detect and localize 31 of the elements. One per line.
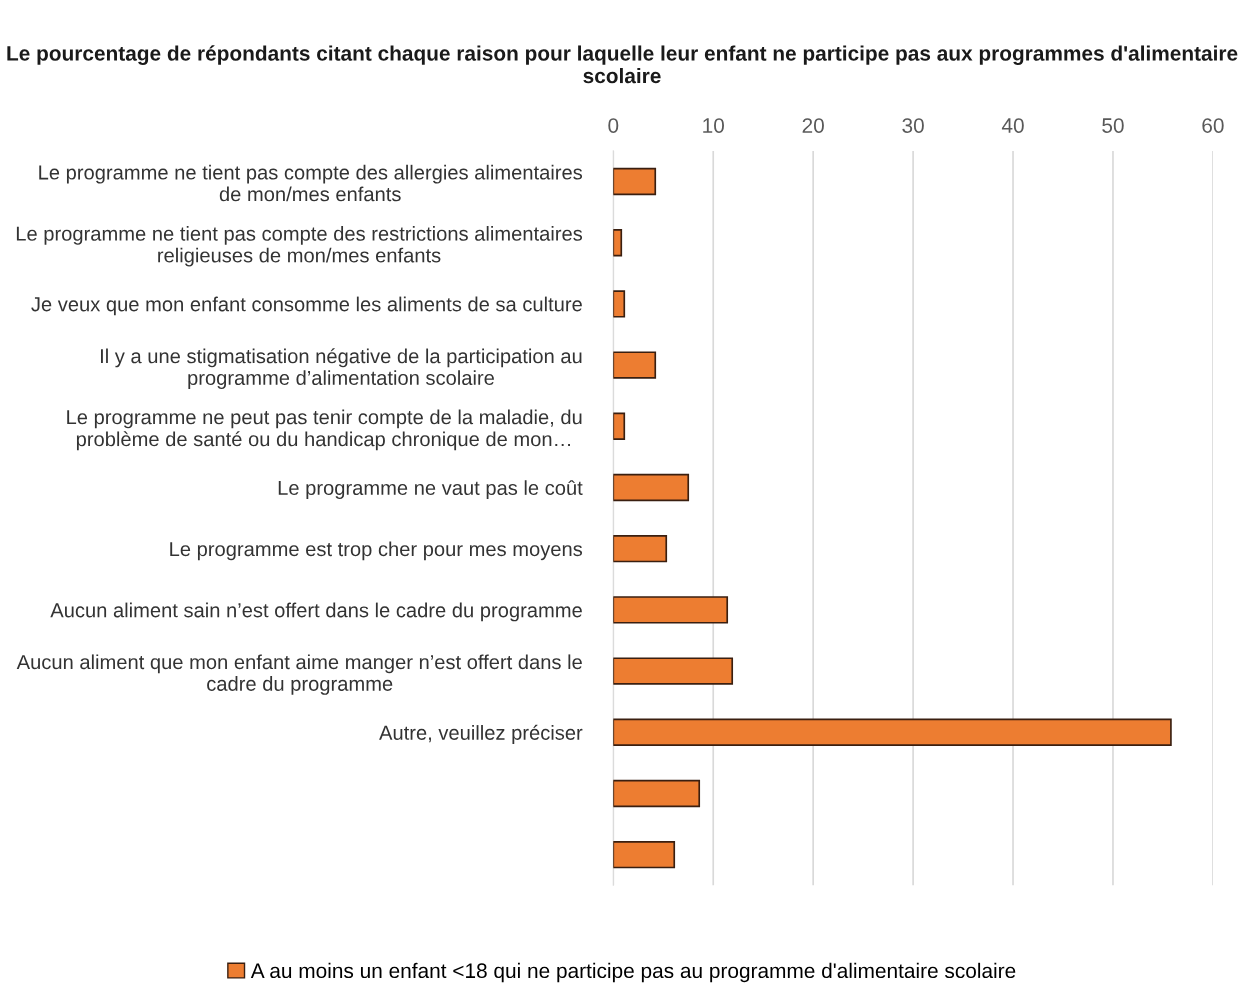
y-tick-label: Aucun aliment sain n’est offert dans le cadre du programme [50, 602, 582, 622]
bar [613, 840, 676, 869]
y-tick-label: Le programme ne tient pas compte des restrictions alimentaires religieuses de mon/mes enfants [16, 226, 583, 267]
x-tick-label: 50 [1102, 118, 1124, 133]
bar [613, 351, 657, 379]
y-tick-label: Le programme ne tient pas compte des allergies alimentaires de mon/mes enfants [39, 164, 583, 202]
bar [613, 535, 668, 563]
y-tick-label: Le programme ne peut pas tenir compte de la maladie, du problème de santé ou du handicap chronique de mon… [67, 409, 582, 451]
y-tick-label: Je veux que mon enfant consomme les aliments de sa culture [31, 296, 582, 316]
bar [613, 412, 626, 440]
y-tick-label: Le programme ne vaut pas le coût [278, 480, 583, 499]
x-tick-label: 40 [1001, 118, 1024, 133]
y-tick-label: Autre, veuillez préciser [379, 724, 583, 744]
y-tick-label: Aucun aliment que mon enfant aime manger n’est offert dans le cadre du programme [16, 654, 582, 695]
y-tick-label: Il y a une stigmatisation négative de la participation au programme d’alimentation scolaire [101, 348, 582, 389]
x-tick-label: 0 [608, 118, 619, 133]
x-tick-label: 60 [1202, 118, 1224, 133]
bar [613, 718, 1172, 746]
bar [613, 657, 734, 685]
bar [613, 290, 626, 318]
legend-label: A au moins un enfant <18 qui ne participe pas au programme d'alimentaire scolaire [250, 962, 1016, 983]
y-tick-label: Le programme est trop cher pour mes moyens [170, 541, 583, 561]
bar [613, 473, 690, 502]
chart-title: Le pourcentage de répondants citant chaque raison pour laquelle leur enfant ne participe pas aux programmes d'alimentaire scolaire [7, 45, 1238, 84]
bar [613, 167, 657, 196]
bar [613, 779, 701, 808]
bar [613, 596, 729, 624]
x-tick-label: 30 [902, 118, 924, 133]
x-tick-label: 10 [703, 118, 724, 133]
bar [613, 229, 623, 257]
x-tick-label: 20 [802, 118, 824, 133]
